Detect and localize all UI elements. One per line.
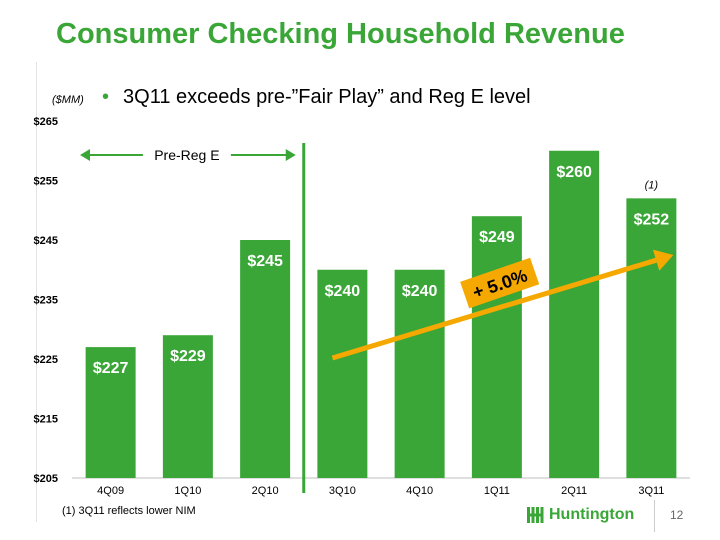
- y-tick-label: $265: [34, 116, 58, 128]
- y-tick-label: $205: [34, 473, 58, 485]
- footnote-marker: (1): [645, 179, 659, 191]
- growth-arrowhead: [652, 249, 674, 271]
- pre-reg-e-label: Pre-Reg E: [154, 147, 219, 163]
- y-tick-label: $225: [34, 354, 58, 366]
- bar: [394, 269, 445, 478]
- x-tick-label: 3Q10: [329, 485, 356, 497]
- y-tick-label: $235: [34, 295, 58, 307]
- data-label: $249: [479, 229, 515, 246]
- x-tick-label: 3Q11: [638, 485, 664, 497]
- y-tick-label: $245: [34, 235, 58, 247]
- bullet-point: • 3Q11 exceeds pre-”Fair Play” and Reg E …: [102, 86, 531, 109]
- x-tick-label: 2Q11: [561, 485, 587, 497]
- pre-reg-left-arrowhead: [80, 149, 90, 161]
- x-tick-label: 4Q10: [406, 485, 433, 497]
- data-label: $252: [634, 211, 670, 228]
- data-label: $260: [556, 164, 592, 181]
- bullet-text: 3Q11 exceeds pre-”Fair Play” and Reg E l…: [123, 86, 531, 108]
- left-rule: [36, 62, 37, 522]
- y-tick-label: $215: [34, 414, 58, 426]
- y-tick-label: $255: [34, 176, 58, 188]
- data-label: $240: [325, 283, 361, 300]
- bar: [549, 150, 600, 478]
- growth-badge-box: [460, 257, 540, 309]
- growth-arrow-line: [331, 257, 657, 361]
- bar: [85, 347, 136, 478]
- huntington-logo: Huntington: [526, 506, 634, 524]
- unit-label: ($MM): [52, 94, 84, 106]
- x-tick-label: 2Q10: [252, 485, 279, 497]
- bar: [317, 269, 368, 478]
- data-label: $240: [402, 283, 438, 300]
- data-label: $229: [170, 348, 206, 365]
- page-number: 12: [670, 508, 684, 522]
- x-tick-label: 1Q10: [174, 485, 201, 497]
- logo-text: Huntington: [549, 506, 635, 523]
- x-tick-label: 1Q11: [484, 485, 510, 497]
- page-separator: [654, 500, 655, 532]
- bar: [240, 240, 291, 478]
- bullet-icon: •: [102, 86, 110, 108]
- x-tick-label: 4Q09: [97, 485, 124, 497]
- footnote: (1) 3Q11 reflects lower NIM: [62, 505, 196, 517]
- huntington-logo-icon: [527, 507, 544, 523]
- bar: [162, 335, 213, 478]
- bar: [471, 216, 522, 478]
- bar: [626, 198, 677, 478]
- pre-reg-right-arrowhead: [285, 149, 296, 161]
- data-label: $227: [93, 360, 129, 377]
- data-label: $245: [247, 253, 283, 270]
- slide-title: Consumer Checking Household Revenue: [56, 18, 625, 50]
